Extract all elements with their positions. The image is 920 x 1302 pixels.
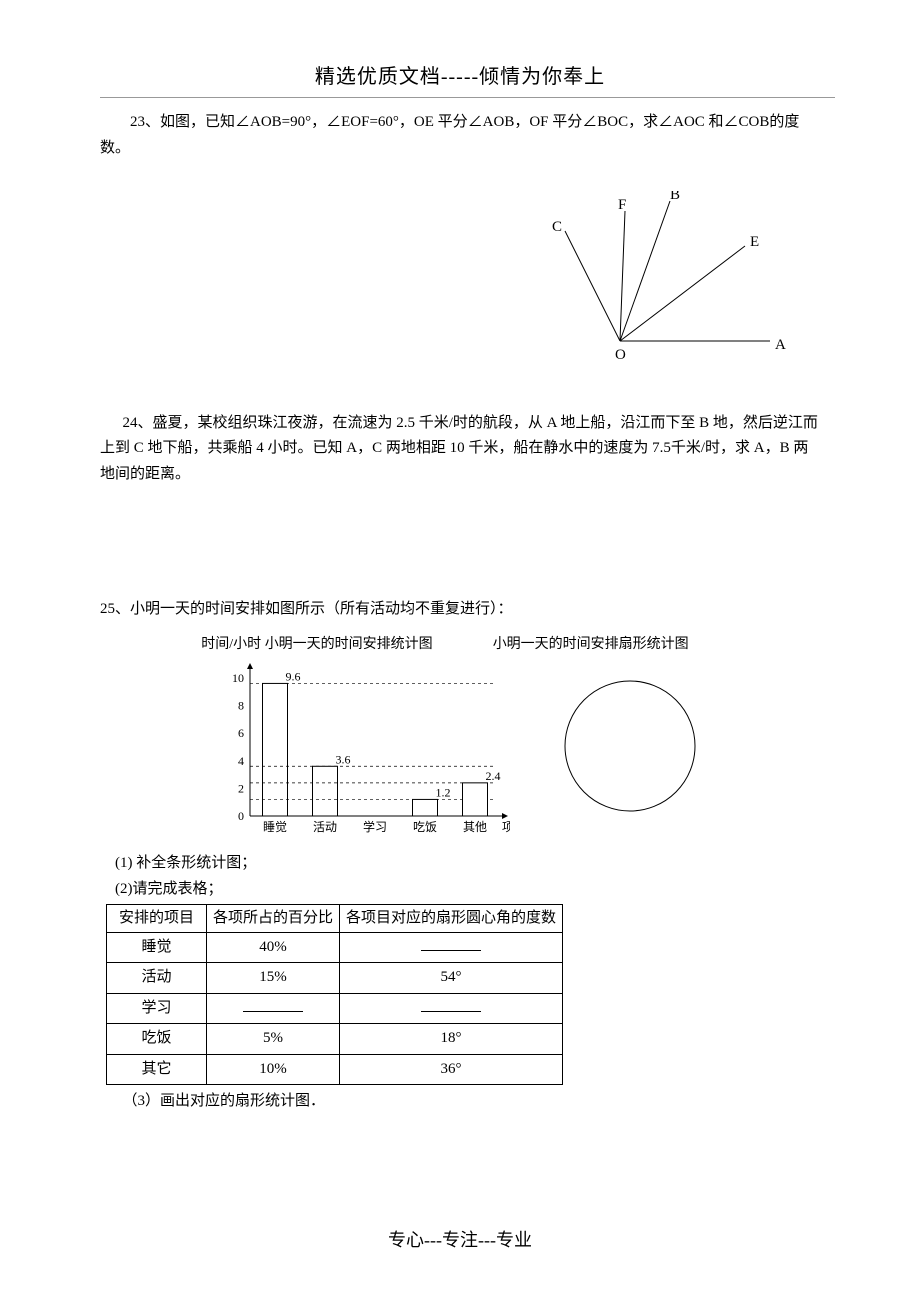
svg-text:其他: 其他 <box>463 820 487 834</box>
table-cell: 15% <box>207 963 340 994</box>
svg-text:10: 10 <box>232 671 244 685</box>
table-cell: 吃饭 <box>107 1024 207 1055</box>
svg-text:8: 8 <box>238 699 244 713</box>
svg-text:0: 0 <box>238 809 244 823</box>
svg-text:吃饭: 吃饭 <box>413 820 437 834</box>
data-table: 安排的项目 各项所占的百分比 各项目对应的扇形圆心角的度数 睡觉40%活动15%… <box>106 904 563 1085</box>
svg-text:3.6: 3.6 <box>336 753 351 767</box>
bar-chart-title-row: 时间/小时 小明一天的时间安排统计图 <box>201 633 432 657</box>
table-cell: 其它 <box>107 1054 207 1085</box>
charts-row: 0 2 4 6 8 10 9.6 睡觉 3.6 活动 学习 1.2 吃饭 2.4 其他 项目 <box>100 661 820 841</box>
svg-text:6: 6 <box>238 726 244 740</box>
table-row: 其它10%36° <box>107 1054 563 1085</box>
blank-field <box>421 997 481 1012</box>
angle-diagram: O A E B F C <box>530 191 790 361</box>
svg-text:1.2: 1.2 <box>436 786 451 800</box>
svg-text:2: 2 <box>238 782 244 796</box>
table-cell: 学习 <box>107 993 207 1024</box>
angle-diagram-wrap: O A E B F C <box>100 191 820 371</box>
svg-text:活动: 活动 <box>313 820 337 834</box>
chart-titles: 时间/小时 小明一天的时间安排统计图 小明一天的时间安排扇形统计图 <box>100 633 820 657</box>
svg-text:9.6: 9.6 <box>286 670 301 684</box>
label-O: O <box>615 347 626 361</box>
table-row: 学习 <box>107 993 563 1024</box>
col-item: 安排的项目 <box>107 905 207 933</box>
blank-field <box>243 997 303 1012</box>
problem-24-text: 24、盛夏，某校组织珠江夜游，在流速为 2.5 千米/时的航段，从 A 地上船，… <box>100 415 818 482</box>
table-cell: 睡觉 <box>107 932 207 963</box>
svg-text:4: 4 <box>238 754 244 768</box>
bar-chart: 0 2 4 6 8 10 9.6 睡觉 3.6 活动 学习 1.2 吃饭 2.4 其他 项目 <box>210 661 510 841</box>
svg-text:项目: 项目 <box>502 820 510 834</box>
blank-field <box>421 936 481 951</box>
problem-23-text: 23、如图，已知∠AOB=90°，∠EOF=60°，OE 平分∠AOB，OF 平… <box>100 114 799 156</box>
bar-chart-prefix: 时间/小时 <box>201 637 261 652</box>
problem-24: 24、盛夏，某校组织珠江夜游，在流速为 2.5 千米/时的航段，从 A 地上船，… <box>100 411 820 488</box>
table-cell <box>340 932 563 963</box>
col-percent: 各项所占的百分比 <box>207 905 340 933</box>
sub-questions: (1) 补全条形统计图； (2)请完成表格； 安排的项目 各项所占的百分比 各项… <box>100 851 820 1115</box>
label-C: C <box>552 219 562 235</box>
page-header: 精选优质文档-----倾情为你奉上 <box>0 0 920 97</box>
q2: (2)请完成表格； <box>100 877 820 903</box>
problem-25-lead: 25、小明一天的时间安排如图所示（所有活动均不重复进行）： <box>100 597 820 623</box>
bar-chart-title: 小明一天的时间安排统计图 <box>265 637 433 652</box>
table-row: 活动15%54° <box>107 963 563 994</box>
table-row: 吃饭5%18° <box>107 1024 563 1055</box>
label-E: E <box>750 234 759 250</box>
pie-chart-empty <box>550 661 710 831</box>
page-footer: 专心---专注---专业 <box>0 1226 920 1252</box>
table-cell <box>340 993 563 1024</box>
svg-text:2.4: 2.4 <box>486 769 501 783</box>
table-cell: 54° <box>340 963 563 994</box>
q3: （3）画出对应的扇形统计图． <box>100 1089 820 1115</box>
table-cell: 40% <box>207 932 340 963</box>
col-angle: 各项目对应的扇形圆心角的度数 <box>340 905 563 933</box>
pie-chart-title: 小明一天的时间安排扇形统计图 <box>493 633 689 657</box>
table-cell: 10% <box>207 1054 340 1085</box>
table-cell: 18° <box>340 1024 563 1055</box>
label-A: A <box>775 337 786 353</box>
page-content: 23、如图，已知∠AOB=90°，∠EOF=60°，OE 平分∠AOB，OF 平… <box>0 98 920 1115</box>
table-cell: 5% <box>207 1024 340 1055</box>
q1: (1) 补全条形统计图； <box>100 851 820 877</box>
svg-text:睡觉: 睡觉 <box>263 820 287 834</box>
table-cell: 36° <box>340 1054 563 1085</box>
label-B: B <box>670 191 680 203</box>
svg-text:学习: 学习 <box>363 819 387 834</box>
problem-23: 23、如图，已知∠AOB=90°，∠EOF=60°，OE 平分∠AOB，OF 平… <box>100 110 820 371</box>
table-cell <box>207 993 340 1024</box>
problem-25: 25、小明一天的时间安排如图所示（所有活动均不重复进行）： 时间/小时 小明一天… <box>100 597 820 1115</box>
label-F: F <box>618 197 626 213</box>
table-row: 睡觉40% <box>107 932 563 963</box>
table-cell: 活动 <box>107 963 207 994</box>
table-header-row: 安排的项目 各项所占的百分比 各项目对应的扇形圆心角的度数 <box>107 905 563 933</box>
